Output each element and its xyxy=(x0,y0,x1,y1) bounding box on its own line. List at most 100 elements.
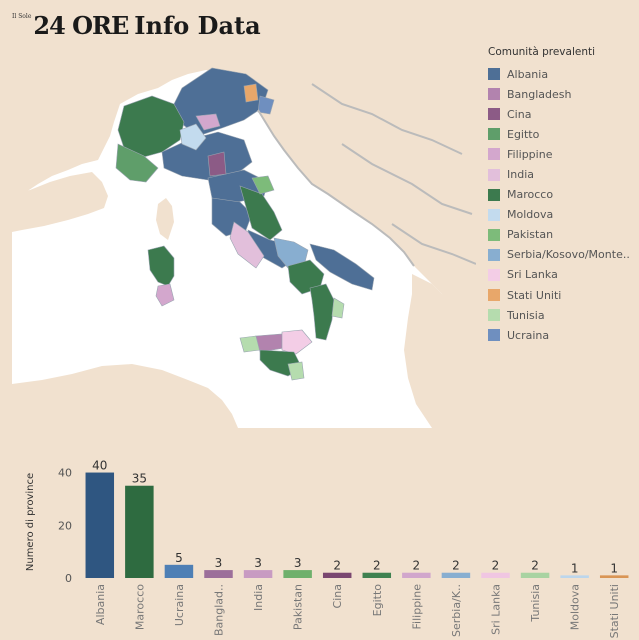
bar-moldova[interactable] xyxy=(560,575,589,578)
land-france-west xyxy=(12,172,108,232)
legend-label: Cina xyxy=(507,107,532,121)
region-bangladesh-sicilia[interactable] xyxy=(255,333,285,353)
map-panel[interactable] xyxy=(12,44,476,428)
bar-value-label: 2 xyxy=(333,559,341,573)
bar-tunisia[interactable] xyxy=(520,572,550,578)
legend-item[interactable]: Pakistan xyxy=(488,225,638,245)
bar-ucraina[interactable] xyxy=(164,564,194,578)
legend-item[interactable]: Moldova xyxy=(488,205,638,225)
x-tick-label: Serbia/K.. xyxy=(450,584,463,637)
legend-label: Pakistan xyxy=(507,228,554,242)
legend-item[interactable]: Serbia/Kosovo/Monte.. xyxy=(488,245,638,265)
bar-filippine[interactable] xyxy=(402,572,431,578)
brand-small-text: Il Sole xyxy=(12,13,32,20)
legend-label: India xyxy=(507,168,534,182)
bar-value-label: 5 xyxy=(175,551,183,565)
legend-item[interactable]: Ucraina xyxy=(488,325,638,345)
legend-swatch xyxy=(488,228,500,241)
legend-item[interactable]: Tunisia xyxy=(488,305,638,325)
region-egitto-northwest[interactable] xyxy=(115,143,159,183)
x-tick-label: India xyxy=(252,584,265,611)
region-marocco-northwest[interactable] xyxy=(117,95,185,159)
legend-item[interactable]: Cina xyxy=(488,104,638,124)
region-albania-puglia[interactable] xyxy=(309,243,375,291)
bar-value-label: 2 xyxy=(531,559,539,573)
region-marocco-sardegna[interactable] xyxy=(147,245,175,287)
region-ucraina-northeast[interactable] xyxy=(257,95,275,115)
x-tick-label: Marocco xyxy=(133,584,146,630)
region-sri-lanka-sicilia[interactable] xyxy=(281,329,313,355)
x-tick-label: Moldova xyxy=(569,584,582,630)
legend-item[interactable]: Sri Lanka xyxy=(488,265,638,285)
bar-value-label: 2 xyxy=(413,559,421,573)
legend-swatch xyxy=(488,148,500,161)
region-moldova-lombardia[interactable] xyxy=(179,123,207,151)
land-africa xyxy=(12,364,238,428)
legend-item[interactable]: Stati Uniti xyxy=(488,285,638,305)
legend-item[interactable]: Filippine xyxy=(488,144,638,164)
bar-value-label: 2 xyxy=(492,559,500,573)
region-stati-uniti[interactable] xyxy=(243,83,259,103)
italy-map[interactable] xyxy=(12,44,476,428)
bar-value-label: 3 xyxy=(254,556,262,570)
bar-pakistan[interactable] xyxy=(283,570,312,578)
legend-label: Serbia/Kosovo/Monte.. xyxy=(507,248,630,262)
legend-label: Ucraina xyxy=(507,328,550,342)
brand-logo: 24 ORE xyxy=(33,11,129,40)
legend-item[interactable]: Albania xyxy=(488,64,638,84)
legend-item[interactable]: Egitto xyxy=(488,124,638,144)
x-tick-label: Sri Lanka xyxy=(490,584,503,635)
country-borders xyxy=(257,83,476,267)
region-marocco-center[interactable] xyxy=(239,185,283,241)
legend-swatch xyxy=(488,289,500,302)
italy-regions[interactable] xyxy=(115,67,375,381)
region-tunisia-sicilia-south[interactable] xyxy=(287,361,305,381)
legend-label: Stati Uniti xyxy=(507,288,562,302)
bar-value-labels: 40 35 5 3 3 3 2 2 2 2 2 2 1 1 xyxy=(92,459,618,576)
brand-title: Info Data xyxy=(134,11,261,40)
bar-banglad-[interactable] xyxy=(204,570,233,578)
bar-stati-uniti[interactable] xyxy=(599,575,629,578)
x-tick-label: Ucraina xyxy=(173,584,186,626)
y-tick-label: 0 xyxy=(65,572,72,585)
x-tick-label: Filippine xyxy=(410,584,423,630)
legend-item[interactable]: India xyxy=(488,164,638,184)
bar-marocco[interactable] xyxy=(125,485,154,578)
region-albania-toscana[interactable] xyxy=(211,197,253,237)
legend-item[interactable]: Bangladesh xyxy=(488,84,638,104)
region-filippine-sardegna[interactable] xyxy=(155,283,175,307)
bar-india[interactable] xyxy=(243,570,273,578)
legend-list: Albania Bangladesh Cina Egitto Filippine Indi… xyxy=(488,64,638,345)
region-india-lazio[interactable] xyxy=(229,221,265,269)
legend-swatch xyxy=(488,208,500,221)
legend-swatch xyxy=(488,268,500,281)
legend-label: Bangladesh xyxy=(507,87,572,101)
region-marocco-calabria[interactable] xyxy=(309,283,335,341)
bar-egitto[interactable] xyxy=(362,572,392,578)
bar-value-label: 3 xyxy=(294,556,302,570)
x-tick-label: Banglad.. xyxy=(213,584,226,636)
legend-swatch xyxy=(488,108,500,121)
x-tick-label: Tunisia xyxy=(529,584,542,623)
bar-value-label: 1 xyxy=(571,561,579,575)
legend-label: Marocco xyxy=(507,188,554,202)
bar-albania[interactable] xyxy=(85,472,115,578)
region-cina-prato[interactable] xyxy=(207,151,227,177)
legend-item[interactable]: Marocco xyxy=(488,185,638,205)
bar-serbia-k-[interactable] xyxy=(441,572,471,578)
legend-label: Tunisia xyxy=(507,308,545,322)
legend-swatch xyxy=(488,68,500,81)
legend-label: Sri Lanka xyxy=(507,268,558,282)
x-tick-label: Albania xyxy=(94,584,107,625)
x-tick-label: Egitto xyxy=(371,584,384,617)
bar-value-label: 1 xyxy=(610,561,618,575)
bar-sri-lanka[interactable] xyxy=(481,572,510,578)
legend-label: Filippine xyxy=(507,147,553,161)
region-filippine-milano[interactable] xyxy=(195,113,221,131)
legend-swatch xyxy=(488,248,500,261)
region-pakistan-center[interactable] xyxy=(251,175,275,195)
bar-cina[interactable] xyxy=(322,572,352,578)
x-tick-label: Stati Uniti xyxy=(608,584,621,638)
x-tick-label: Pakistan xyxy=(292,584,305,630)
region-tunisia-calabria[interactable] xyxy=(331,297,345,319)
